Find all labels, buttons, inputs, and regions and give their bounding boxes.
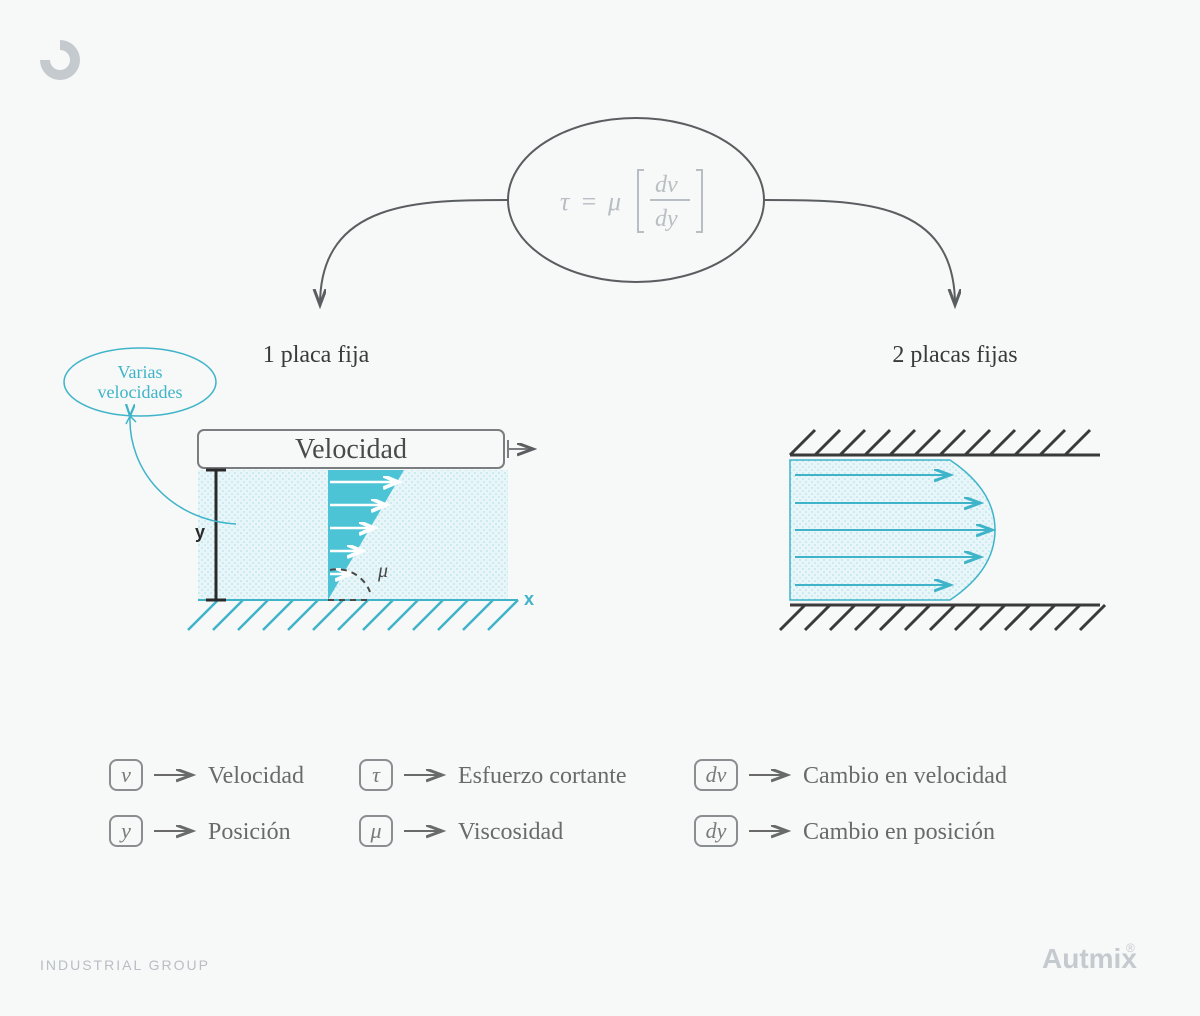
legend-sym-dv: dv bbox=[706, 762, 727, 787]
viscosity-diagram: τ = μ dv dy 1 placa fija 2 placas fijas … bbox=[0, 0, 1200, 1016]
callout-line2: velocidades bbox=[98, 382, 183, 402]
logo-icon bbox=[40, 40, 80, 80]
svg-text:dy: dy bbox=[655, 206, 678, 232]
legend-label-dy: Cambio en posición bbox=[803, 819, 995, 845]
legend-sym-mu: μ bbox=[369, 818, 381, 843]
formula-mu: μ bbox=[607, 187, 621, 216]
x-axis-label: x bbox=[524, 589, 534, 609]
branch-right-label: 2 placas fijas bbox=[892, 342, 1017, 368]
legend-sym-y: y bbox=[119, 818, 131, 843]
legend-sym-dy: dy bbox=[706, 818, 727, 843]
svg-text:μ: μ bbox=[607, 187, 621, 216]
velocity-plate-label: Velocidad bbox=[295, 434, 407, 465]
formula-dv: dv bbox=[655, 172, 678, 198]
branch-left-label: 1 placa fija bbox=[263, 342, 370, 368]
legend-label-v: Velocidad bbox=[208, 763, 304, 789]
svg-text:=: = bbox=[580, 187, 598, 216]
right-plates-diagram bbox=[780, 430, 1105, 630]
footer-logo: Autmix bbox=[1042, 943, 1137, 974]
legend-sym-tau: τ bbox=[372, 762, 381, 787]
left-plate-diagram: x Velocidad y μ bbox=[188, 430, 534, 630]
formula-eq: = bbox=[580, 187, 598, 216]
footer-left: INDUSTRIAL GROUP bbox=[40, 957, 210, 973]
legend: v Velocidad τ Esfuerzo cortante dv Cambi… bbox=[110, 760, 1007, 846]
legend-label-mu: Viscosidad bbox=[458, 819, 563, 845]
callout-line1: Varias bbox=[118, 362, 163, 382]
y-dimension-label: y bbox=[195, 522, 205, 542]
mu-angle-label: μ bbox=[377, 560, 388, 582]
formula-ellipse: τ = μ dv dy bbox=[508, 118, 764, 282]
legend-label-y: Posición bbox=[208, 819, 291, 845]
legend-label-dv: Cambio en velocidad bbox=[803, 763, 1007, 789]
legend-sym-v: v bbox=[121, 762, 131, 787]
footer-reg: ® bbox=[1126, 941, 1135, 955]
formula-dy: dy bbox=[655, 206, 678, 232]
legend-label-tau: Esfuerzo cortante bbox=[458, 763, 627, 789]
svg-text:dv: dv bbox=[655, 172, 678, 198]
